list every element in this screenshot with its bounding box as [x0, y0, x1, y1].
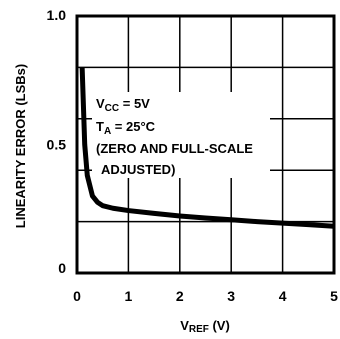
x-tick-label: 2: [176, 288, 184, 304]
y-axis-title: LINEARITY ERROR (LSBs): [13, 64, 28, 228]
series-line: [79, 67, 335, 229]
annotation-ta: TA = 25°C: [96, 119, 156, 137]
y-tick-label: 0: [58, 260, 66, 276]
x-tick-label: 0: [73, 288, 81, 304]
x-tick-label: 1: [125, 288, 133, 304]
x-axis-title: VREF (V): [180, 318, 230, 335]
y-tick-label: 0.5: [47, 137, 67, 153]
annotation-note-line2: ADJUSTED): [101, 162, 175, 177]
annotation-background: [92, 92, 270, 178]
plot-frame: [75, 14, 336, 275]
annotation-note-line1: (ZERO AND FULL-SCALE: [96, 141, 253, 156]
annotation-vcc: VCC = 5V: [96, 96, 150, 114]
tick-labels: 0 1 2 3 4 5 0 0.5 1.0: [47, 7, 339, 304]
y-tick-label: 1.0: [47, 7, 67, 23]
x-tick-label: 5: [330, 288, 338, 304]
x-tick-label: 3: [227, 288, 235, 304]
x-tick-label: 4: [279, 288, 287, 304]
series-layer: [79, 67, 335, 229]
